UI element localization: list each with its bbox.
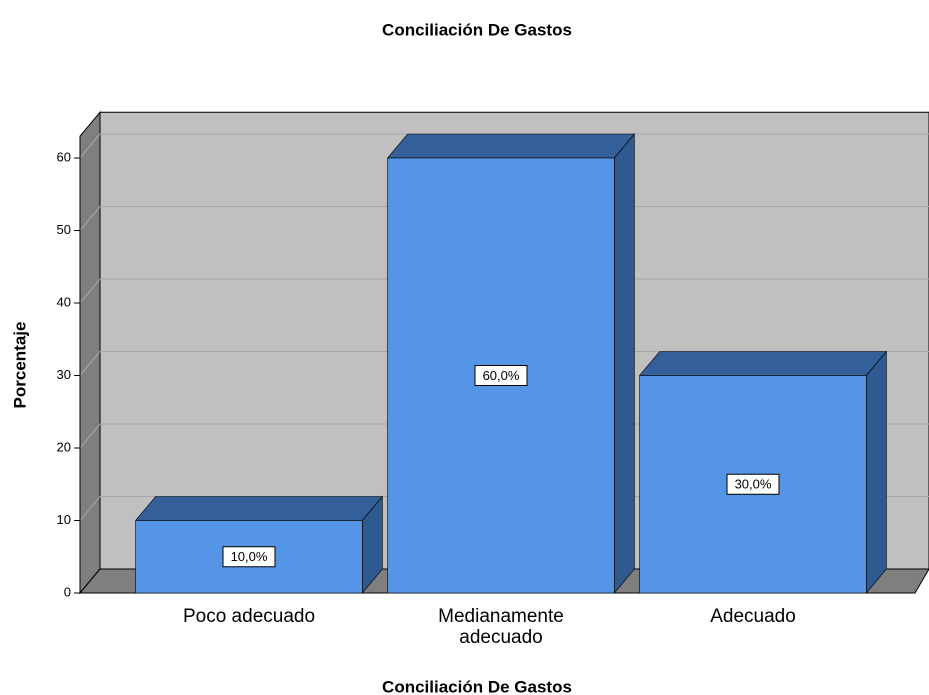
bar-top	[134, 496, 384, 521]
bar-side	[866, 350, 887, 594]
value-label-box	[222, 546, 276, 568]
grid-line	[79, 496, 101, 521]
bar-top	[386, 133, 636, 159]
bar	[134, 495, 384, 594]
side-wall	[79, 110, 101, 595]
x-tick-label: Adecuado	[710, 606, 796, 627]
grid-line	[79, 423, 101, 449]
value-label: 30,0%	[735, 477, 772, 492]
y-axis-title: Porcentaje	[10, 322, 29, 409]
value-label: 10,0%	[231, 549, 268, 564]
grid-line	[79, 206, 101, 231]
y-tick-label: 60	[57, 149, 71, 164]
y-tick-label: 10	[57, 512, 71, 527]
value-label: 60,0%	[483, 368, 520, 383]
bar-side	[614, 133, 635, 594]
x-tick-label: Poco adecuado	[183, 606, 315, 627]
bar	[386, 133, 636, 594]
value-label-box	[474, 365, 528, 386]
bar	[638, 350, 888, 594]
x-tick-label-line: adecuado	[459, 627, 542, 648]
value-label-box	[726, 473, 780, 495]
y-tick-label: 20	[57, 439, 71, 454]
y-tick-label: 0	[64, 584, 71, 599]
y-tick-label: 30	[57, 367, 71, 382]
x-axis-title: Conciliación De Gastos	[382, 677, 572, 695]
x-tick-label-line: Medianamente	[438, 606, 564, 627]
bar-top	[638, 351, 888, 376]
x-tick-label: Medianamente adecuado	[438, 606, 564, 648]
y-tick-label: 40	[57, 294, 71, 309]
grid-line	[79, 351, 101, 376]
grid-line	[79, 278, 101, 304]
grid-line	[79, 133, 101, 159]
chart-title: Conciliación De Gastos	[382, 20, 572, 39]
y-tick-label: 50	[57, 222, 71, 237]
